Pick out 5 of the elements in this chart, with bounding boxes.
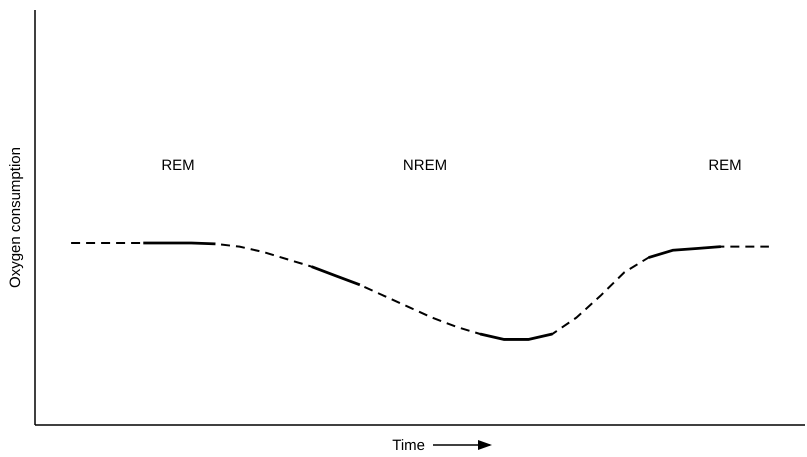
x-axis-title: Time bbox=[392, 437, 425, 454]
y-axis-title: Oxygen consumption bbox=[7, 147, 24, 288]
text: REM bbox=[161, 157, 195, 174]
text: REM bbox=[708, 157, 742, 174]
text: NREM bbox=[402, 157, 448, 174]
